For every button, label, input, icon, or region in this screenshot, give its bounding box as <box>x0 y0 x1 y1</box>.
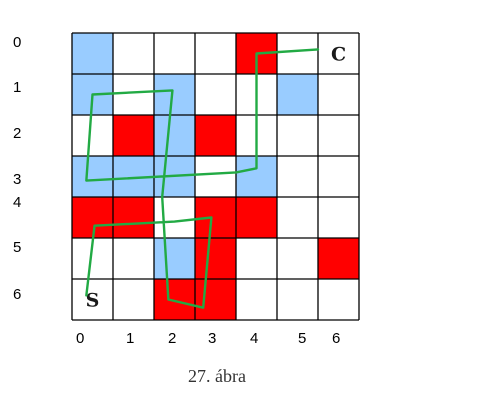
grid-cell-white <box>195 33 236 74</box>
col-label: 0 <box>76 330 84 347</box>
grid-cells <box>72 33 359 320</box>
cell-letters: CS <box>86 44 346 312</box>
route-line <box>85 48 320 309</box>
grid-cell-red <box>195 238 236 279</box>
grid-cell-white <box>236 279 277 320</box>
row-label: 2 <box>13 125 21 142</box>
col-label: 4 <box>250 330 258 347</box>
col-label: 6 <box>332 330 340 347</box>
grid-cell-white <box>195 156 236 197</box>
grid-cell-white <box>277 33 318 74</box>
grid-cell-white <box>277 156 318 197</box>
col-label: 5 <box>298 330 306 347</box>
col-label: 3 <box>208 330 216 347</box>
grid-cell-white <box>318 115 359 156</box>
grid-cell-blue <box>154 74 195 115</box>
grid-cell-white <box>318 33 359 74</box>
grid-cell-red <box>113 115 154 156</box>
grid-cell-white <box>154 33 195 74</box>
grid-cell-red <box>195 115 236 156</box>
grid-cell-red <box>72 197 113 238</box>
grid-cell-white <box>236 238 277 279</box>
grid-cell-blue <box>154 115 195 156</box>
grid-cell-white <box>195 74 236 115</box>
grid-cell-white <box>113 238 154 279</box>
grid-cell-blue <box>72 33 113 74</box>
grid-cell-white <box>72 115 113 156</box>
grid-cell-white <box>318 279 359 320</box>
cell-letter-c: C <box>331 44 346 66</box>
route-path <box>85 48 320 309</box>
grid-cell-white <box>113 33 154 74</box>
grid-cell-white <box>318 74 359 115</box>
grid-cell-blue <box>72 156 113 197</box>
grid-cell-white <box>318 156 359 197</box>
grid-cell-red <box>236 197 277 238</box>
grid-cell-white <box>277 115 318 156</box>
col-labels: 0 1 2 3 4 5 6 <box>76 330 340 347</box>
grid-cell-white <box>277 238 318 279</box>
grid-cell-red <box>113 197 154 238</box>
grid-cell-white <box>72 279 113 320</box>
grid-cell-blue <box>154 238 195 279</box>
grid-cell-white <box>154 197 195 238</box>
grid-cell-white <box>113 279 154 320</box>
row-label: 0 <box>13 34 21 51</box>
grid-cell-white <box>318 197 359 238</box>
grid-cell-blue <box>277 74 318 115</box>
row-label: 1 <box>13 79 21 96</box>
grid-cell-white <box>277 279 318 320</box>
figure-caption: 27. ábra <box>188 366 246 386</box>
col-label: 1 <box>126 330 134 347</box>
grid-cell-white <box>277 197 318 238</box>
row-label: 5 <box>13 239 21 256</box>
col-label: 2 <box>168 330 176 347</box>
grid-lines <box>71 32 360 321</box>
grid-cell-red <box>154 279 195 320</box>
cell-letter-s: S <box>86 290 100 312</box>
grid-cell-red <box>318 238 359 279</box>
row-label: 6 <box>13 286 21 303</box>
row-label: 3 <box>13 171 21 188</box>
grid-cell-red <box>195 279 236 320</box>
row-labels: 0 1 2 3 4 5 6 <box>13 34 21 303</box>
grid-cell-white <box>113 74 154 115</box>
row-label: 4 <box>13 194 21 211</box>
